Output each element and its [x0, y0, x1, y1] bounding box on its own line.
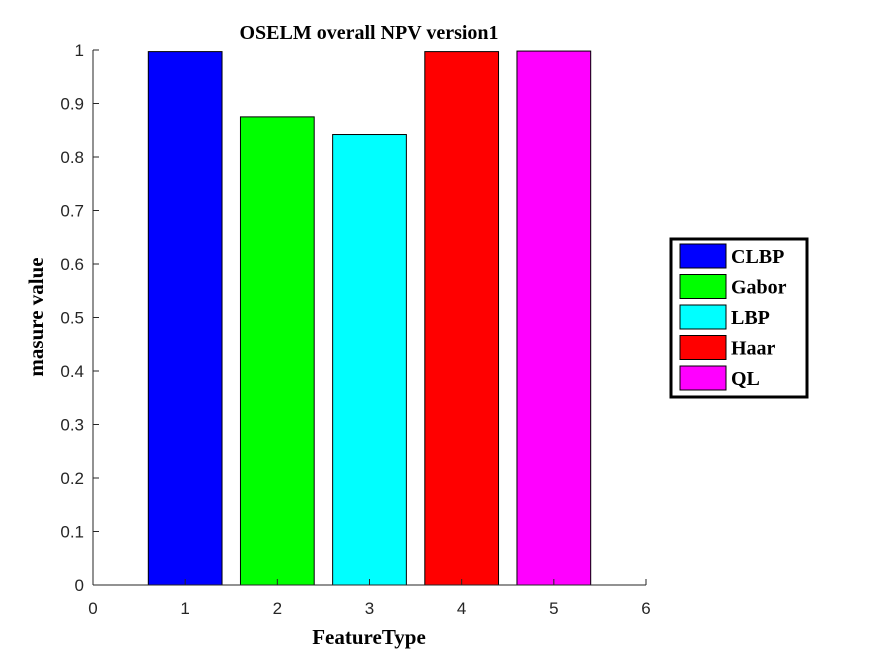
- y-tick-label: 0: [75, 576, 84, 595]
- x-tick-label: 5: [549, 599, 558, 618]
- x-tick-label: 1: [180, 599, 189, 618]
- y-tick-label: 0.4: [60, 362, 84, 381]
- bars-layer: [147, 50, 592, 586]
- chart-title: OSELM overall NPV version1: [239, 22, 498, 44]
- legend: CLBP Gabor LBP Haar QL: [669, 237, 809, 399]
- legend-swatch-lbp: [679, 304, 727, 330]
- y-tick-label: 0.6: [60, 255, 84, 274]
- y-tick-label: 0.3: [60, 416, 84, 435]
- bar-lbp: [332, 134, 407, 586]
- legend-label-ql: QL: [731, 368, 760, 390]
- bar-clbp: [147, 51, 223, 586]
- y-tick-label: 0.7: [60, 202, 84, 221]
- x-axis-title: FeatureType: [312, 625, 426, 649]
- legend-label-lbp: LBP: [731, 307, 770, 329]
- y-tick-label: 1: [75, 41, 84, 60]
- axes-layer: 0 1 2 3 4 5 6 0 0.1 0.2 0.3 0.4 0.5 0.6 0.7 0.8 0.9 1: [60, 41, 650, 618]
- legend-swatch-clbp: [679, 243, 727, 269]
- bar-haar: [424, 51, 500, 586]
- y-tick-label: 0.5: [60, 309, 84, 328]
- x-tick-label: 3: [365, 599, 374, 618]
- x-tick-label: 4: [457, 599, 466, 618]
- x-tick-label: 0: [88, 599, 97, 618]
- bar-gabor: [239, 116, 315, 586]
- legend-swatch-ql: [679, 365, 727, 391]
- legend-label-clbp: CLBP: [731, 246, 784, 268]
- y-tick-label: 0.8: [60, 148, 84, 167]
- legend-swatch-gabor: [679, 274, 727, 299]
- y-tick-label: 0.1: [60, 523, 84, 542]
- bar-ql: [516, 50, 592, 586]
- x-tick-label: 2: [273, 599, 282, 618]
- x-tick-label: 6: [641, 599, 650, 618]
- y-tick-label: 0.9: [60, 95, 84, 114]
- y-axis-title: masure value: [24, 257, 48, 376]
- legend-label-haar: Haar: [731, 338, 776, 360]
- legend-label-gabor: Gabor: [731, 277, 787, 299]
- legend-swatch-haar: [679, 335, 727, 360]
- y-tick-label: 0.2: [60, 469, 84, 488]
